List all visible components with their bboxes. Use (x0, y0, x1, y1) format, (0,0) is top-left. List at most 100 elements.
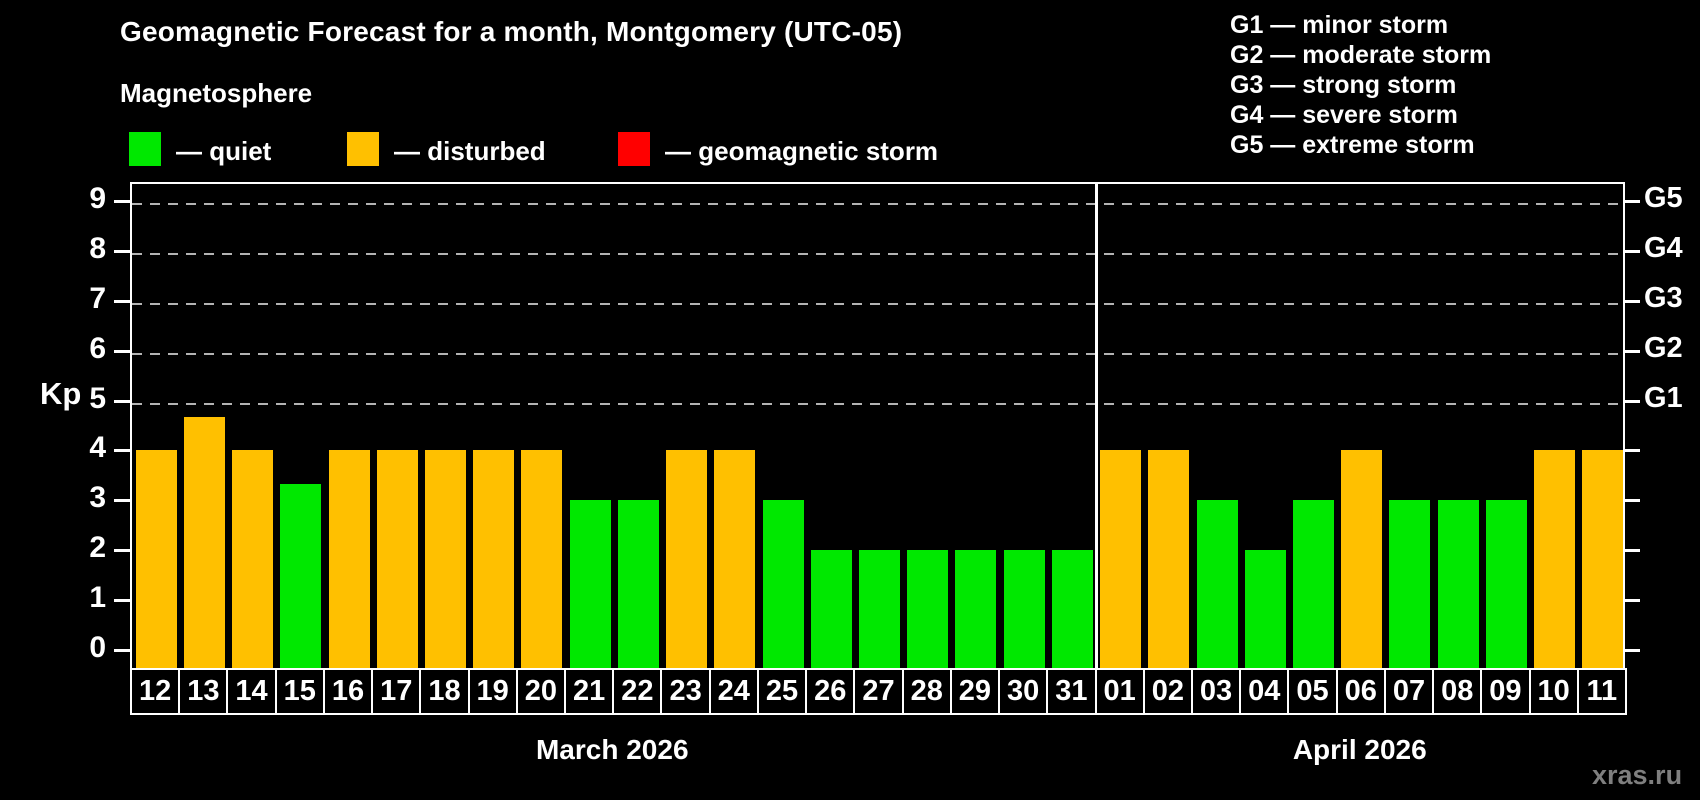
month-label-april: April 2026 (1292, 734, 1427, 765)
kp-bar-day-16 (328, 450, 370, 668)
day-label-07: 07 (1383, 668, 1435, 715)
g-label-g4: G4 (1644, 231, 1683, 264)
gridline-kp-7 (132, 302, 1623, 305)
kp-bar-day-04 (1244, 550, 1286, 668)
right-tick-7 (1625, 299, 1640, 303)
y-tick-3 (114, 499, 130, 503)
y-tick-0 (114, 649, 130, 652)
kp-bar-day-22 (617, 500, 659, 668)
day-label-13: 13 (178, 668, 229, 715)
y-tick-7 (114, 299, 130, 303)
y-tick-label-6: 6 (89, 331, 106, 365)
kp-bar-day-20 (521, 450, 563, 668)
g4-legend-line: G4 — severe storm (1230, 101, 1458, 129)
day-label-18: 18 (419, 668, 470, 715)
day-label-02: 02 (1142, 668, 1193, 715)
kp-bar-day-29 (955, 550, 997, 668)
right-tick-2 (1625, 549, 1640, 553)
kp-bar-day-21 (569, 500, 611, 668)
month-separator-line (1095, 184, 1099, 668)
day-label-27: 27 (853, 668, 904, 715)
day-label-03: 03 (1190, 668, 1242, 715)
day-label-16: 16 (322, 668, 374, 715)
right-tick-4 (1625, 449, 1640, 453)
kp-bar-day-09 (1485, 500, 1527, 668)
quiet-legend-label: — quiet (176, 136, 272, 166)
disturbed-legend-label: — disturbed (394, 136, 546, 166)
kp-bar-day-30 (1003, 550, 1045, 668)
right-tick-5 (1625, 399, 1640, 403)
kp-bar-day-27 (858, 550, 900, 668)
y-tick-1 (114, 599, 130, 603)
y-tick-9 (114, 199, 130, 203)
day-label-26: 26 (805, 668, 856, 715)
y-tick-label-7: 7 (89, 281, 106, 315)
kp-bar-day-07 (1389, 500, 1431, 668)
day-label-30: 30 (998, 668, 1049, 715)
kp-bar-day-05 (1293, 500, 1335, 668)
g-label-g1: G1 (1644, 381, 1683, 414)
gridline-kp-6 (132, 352, 1623, 355)
gridline-kp-8 (132, 252, 1623, 255)
day-label-20: 20 (515, 668, 567, 715)
g1-legend-line: G1 — minor storm (1230, 11, 1449, 39)
day-label-22: 22 (612, 668, 663, 715)
quiet-legend-swatch (129, 132, 161, 166)
g5-legend-line: G5 — extreme storm (1230, 131, 1475, 159)
gridline-kp-9 (132, 202, 1623, 205)
y-tick-label-8: 8 (89, 231, 106, 265)
kp-bar-day-06 (1341, 450, 1383, 668)
day-label-14: 14 (226, 668, 277, 715)
day-label-08: 08 (1432, 668, 1483, 715)
g-scale-legend: G1 — minor storm G2 — moderate storm G3 … (1230, 10, 1491, 160)
y-tick-label-2: 2 (89, 531, 106, 565)
right-tick-0 (1625, 649, 1640, 652)
storm-legend-swatch (618, 132, 650, 166)
x-axis-day-labels: 12 13 14 15 16 17 18 19 20 21 22 23 24 25 26 27 28 29 30 31… (130, 668, 1627, 715)
right-tick-9 (1625, 199, 1640, 203)
y-tick-2 (114, 549, 130, 553)
day-label-11: 11 (1576, 668, 1627, 715)
g-label-g5: G5 (1644, 181, 1683, 214)
day-label-19: 19 (467, 668, 518, 715)
magnetosphere-heading: Magnetosphere (120, 78, 313, 108)
kp-bar-day-25 (762, 500, 804, 668)
kp-bar-day-12 (135, 450, 177, 668)
kp-bar-day-10 (1534, 450, 1576, 668)
kp-bar-day-03 (1196, 500, 1238, 668)
storm-legend-label: — geomagnetic storm (665, 136, 939, 166)
g-label-g2: G2 (1644, 331, 1683, 364)
month-label-march: March 2026 (535, 734, 689, 765)
kp-bar-day-23 (666, 450, 708, 668)
day-label-17: 17 (371, 668, 422, 715)
kp-bar-day-08 (1437, 500, 1479, 668)
kp-bar-day-14 (232, 450, 274, 668)
day-label-06: 06 (1335, 668, 1386, 715)
kp-bar-day-24 (714, 450, 756, 668)
y-tick-4 (114, 449, 130, 453)
kp-bar-day-19 (473, 450, 515, 668)
y-tick-label-4: 4 (89, 431, 106, 465)
y-tick-label-9: 9 (89, 181, 106, 215)
right-tick-6 (1625, 349, 1640, 353)
kp-bar-day-31 (1051, 550, 1093, 668)
y-tick-label-3: 3 (89, 481, 106, 515)
disturbed-legend-swatch (347, 132, 379, 166)
right-tick-8 (1625, 249, 1640, 253)
kp-bar-day-26 (810, 550, 852, 668)
day-label-04: 04 (1239, 668, 1290, 715)
day-label-29: 29 (949, 668, 1001, 715)
y-tick-label-1: 1 (89, 581, 106, 615)
g-label-g3: G3 (1644, 281, 1683, 314)
day-label-05: 05 (1287, 668, 1338, 715)
y-tick-8 (114, 249, 130, 253)
y-tick-5 (114, 399, 130, 403)
day-label-21: 21 (564, 668, 615, 715)
day-label-28: 28 (901, 668, 952, 715)
g2-legend-line: G2 — moderate storm (1230, 41, 1492, 69)
day-label-15: 15 (274, 668, 325, 715)
day-label-23: 23 (660, 668, 711, 715)
kp-bar-day-11 (1582, 450, 1624, 668)
day-label-31: 31 (1046, 668, 1097, 715)
g3-legend-line: G3 — strong storm (1230, 71, 1457, 99)
